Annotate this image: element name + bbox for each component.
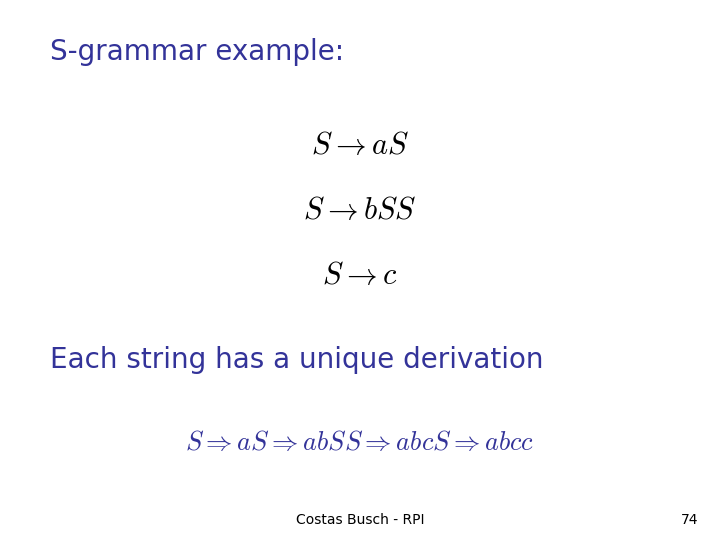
- Text: $S \rightarrow aS$: $S \rightarrow aS$: [311, 131, 409, 160]
- Text: $S \rightarrow bSS$: $S \rightarrow bSS$: [303, 196, 417, 225]
- Text: 74: 74: [681, 512, 698, 526]
- Text: Costas Busch - RPI: Costas Busch - RPI: [296, 512, 424, 526]
- Text: $S \rightarrow c$: $S \rightarrow c$: [323, 261, 397, 290]
- Text: Each string has a unique derivation: Each string has a unique derivation: [50, 346, 544, 374]
- Text: $S \Rightarrow aS \Rightarrow abSS \Rightarrow abcS \Rightarrow abcc$: $S \Rightarrow aS \Rightarrow abSS \Righ…: [185, 430, 535, 456]
- Text: S-grammar example:: S-grammar example:: [50, 38, 345, 66]
